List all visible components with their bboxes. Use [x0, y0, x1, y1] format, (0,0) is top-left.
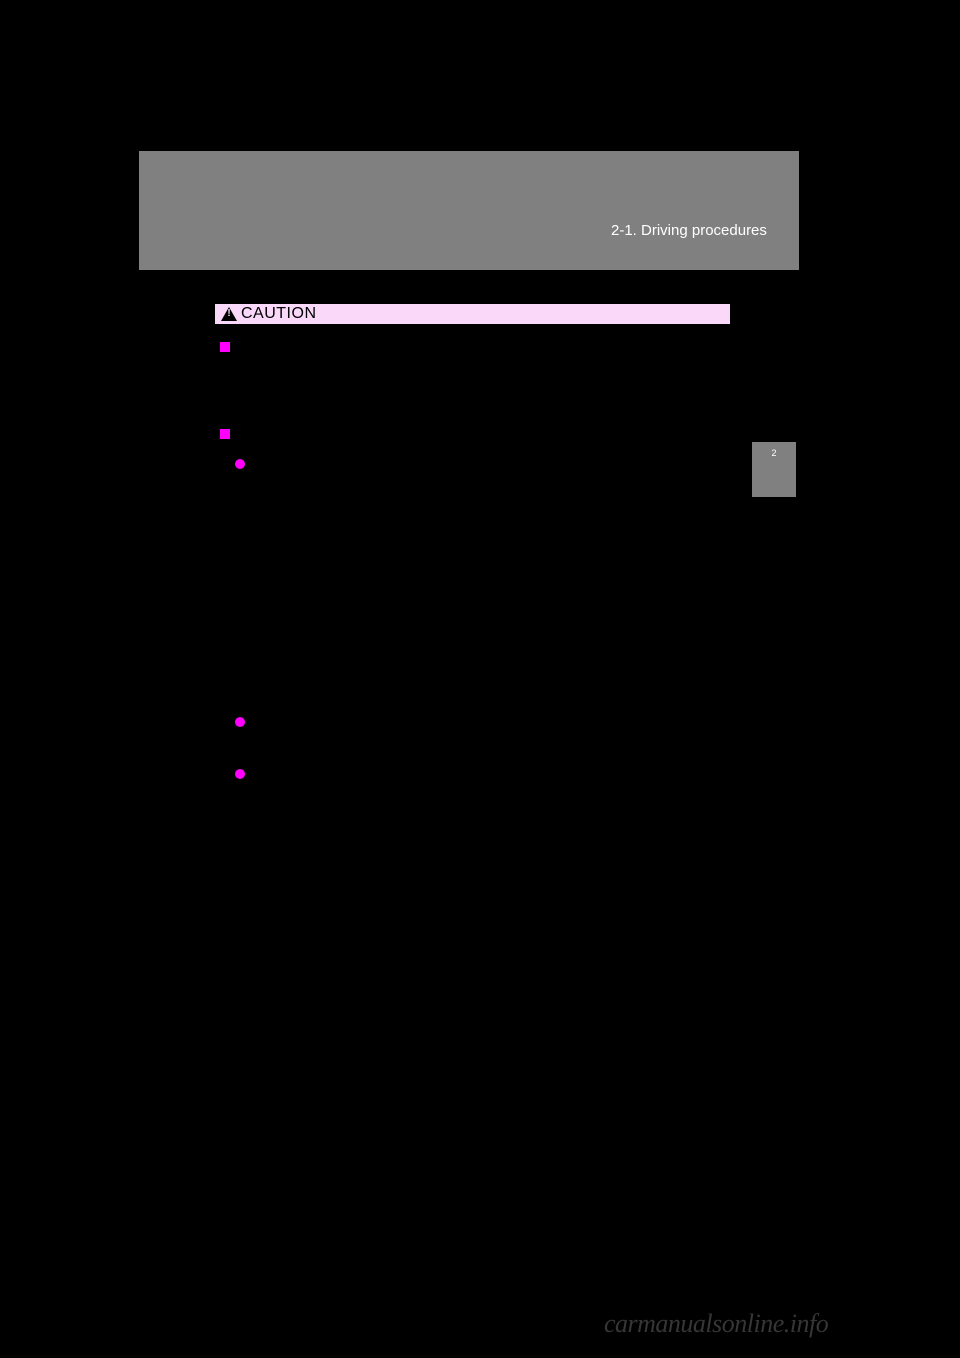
chapter-tab-label: 2: [771, 448, 776, 458]
bullet-marker: [235, 717, 245, 727]
header-band: [139, 151, 799, 270]
section-marker: [220, 429, 230, 439]
warning-triangle-icon: [221, 307, 237, 321]
bullet-marker: [235, 769, 245, 779]
watermark: carmanualsonline.info: [604, 1309, 828, 1339]
bullet-marker: [235, 459, 245, 469]
section-marker: [220, 342, 230, 352]
caution-bar: CAUTION: [214, 303, 731, 325]
chapter-tab: 2: [752, 442, 796, 497]
section-heading: 2-1. Driving procedures: [611, 222, 767, 239]
caution-label: CAUTION: [241, 305, 317, 323]
